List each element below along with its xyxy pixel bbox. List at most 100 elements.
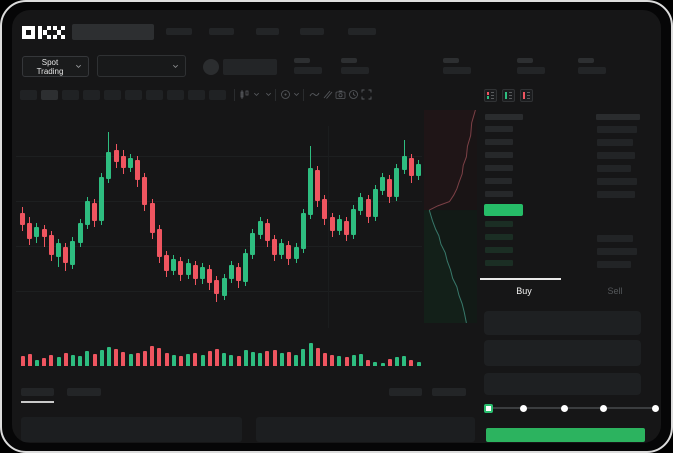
candle-body (56, 243, 61, 258)
volume-bar (366, 360, 371, 366)
bid-amount-skeleton (597, 235, 633, 242)
book-combined-icon[interactable] (484, 89, 497, 102)
candle-body (106, 152, 112, 179)
volume-bar (157, 347, 162, 366)
candle-style-icon[interactable] (240, 89, 251, 100)
candlestick-chart[interactable] (16, 126, 422, 328)
volume-bar (330, 354, 335, 366)
timeframe-button-5[interactable] (104, 90, 121, 100)
bottom-tab-history[interactable] (67, 388, 101, 396)
candle-body (351, 208, 357, 236)
slider-stop-75[interactable] (599, 404, 607, 412)
candle-body (34, 227, 40, 238)
timeframe-button-3[interactable] (62, 90, 79, 100)
ask-price-skeleton[interactable] (485, 178, 512, 184)
price-input-skeleton[interactable] (484, 311, 641, 335)
volume-bar (402, 356, 407, 366)
timeframe-button-10[interactable] (209, 90, 226, 100)
nav-item-2[interactable] (209, 28, 234, 35)
header-search-skeleton[interactable] (72, 24, 154, 40)
candle-body (41, 229, 47, 238)
candle-body (20, 212, 25, 225)
candle-body (372, 188, 378, 217)
bottom-tab-orders[interactable] (21, 388, 54, 396)
timeframe-button-2[interactable] (41, 90, 58, 100)
volume-bar (135, 353, 140, 366)
candle-body (394, 168, 400, 197)
bid-price-skeleton[interactable] (485, 234, 513, 240)
candle-body (279, 243, 285, 256)
volume-bar (42, 358, 47, 366)
stat-value-skeleton-4 (517, 67, 545, 74)
timeframe-button-6[interactable] (125, 90, 142, 100)
ask-amount-skeleton (597, 152, 635, 159)
candle-body (293, 247, 299, 260)
nav-item-5[interactable] (348, 28, 376, 35)
tab-buy[interactable]: Buy (516, 286, 532, 296)
depth-chart (424, 110, 477, 323)
amount-input-skeleton[interactable] (484, 340, 641, 366)
slider-stop-25[interactable] (519, 404, 527, 412)
slider-stop-50[interactable] (560, 404, 568, 412)
timeframe-button-1[interactable] (20, 90, 37, 100)
candle-body (92, 202, 97, 221)
slider-stop-100[interactable] (651, 404, 659, 412)
fullscreen-icon[interactable] (361, 89, 372, 100)
candle-body (329, 216, 335, 231)
camera-icon[interactable] (335, 89, 346, 100)
bid-price-skeleton[interactable] (485, 221, 513, 227)
total-input-skeleton[interactable] (484, 373, 641, 395)
amount-slider-track[interactable] (488, 407, 655, 409)
timeframe-button-4[interactable] (83, 90, 100, 100)
book-asks-icon[interactable] (520, 89, 533, 102)
candle-body (380, 176, 385, 191)
clock-icon[interactable] (348, 89, 359, 100)
indicator-chevron-icon[interactable] (293, 91, 300, 98)
ask-amount-skeleton (597, 178, 637, 185)
last-price-highlight[interactable] (484, 204, 523, 216)
bottom-action-2[interactable] (432, 388, 466, 396)
ask-price-skeleton[interactable] (485, 165, 513, 171)
indicator-icon[interactable] (280, 89, 291, 100)
pair-selector-dropdown[interactable] (97, 55, 186, 77)
nav-item-1[interactable] (166, 28, 192, 35)
line-tool-icon[interactable] (309, 89, 320, 100)
nav-item-4[interactable] (300, 28, 324, 35)
stat-label-skeleton-2 (341, 58, 357, 63)
draw-tool-icon[interactable] (322, 89, 333, 100)
candle-body (120, 156, 126, 169)
volume-bar (171, 354, 176, 366)
volume-bar (279, 353, 284, 366)
volume-bar (150, 345, 155, 366)
volume-bar (34, 359, 39, 366)
ask-price-skeleton[interactable] (485, 139, 513, 145)
bottom-panel-right (256, 417, 475, 442)
volume-bar (214, 349, 219, 366)
ask-price-skeleton[interactable] (485, 126, 513, 132)
tab-sell[interactable]: Sell (607, 286, 623, 296)
timeframe-button-7[interactable] (146, 90, 163, 100)
ask-price-skeleton[interactable] (485, 191, 513, 197)
candle-style-chevron-icon[interactable] (253, 91, 260, 98)
bottom-action-1[interactable] (389, 388, 422, 396)
book-bids-icon[interactable] (502, 89, 515, 102)
market-type-selector[interactable]: Spot Trading (22, 56, 89, 77)
slider-handle[interactable] (483, 403, 493, 413)
market-dropdown-chevron (76, 64, 81, 68)
volume-bar (99, 349, 104, 366)
candle-body (200, 267, 205, 280)
candle-body (308, 168, 313, 215)
ask-amount-skeleton (597, 165, 631, 172)
bid-price-skeleton[interactable] (485, 247, 513, 253)
pair-dropdown-chevron (173, 64, 178, 68)
volume-bar (236, 355, 241, 366)
ask-price-skeleton[interactable] (485, 152, 513, 158)
timeframe-button-9[interactable] (188, 90, 205, 100)
bid-price-skeleton[interactable] (485, 260, 513, 266)
candle-body (77, 223, 83, 244)
overlay-chevron-icon[interactable] (265, 91, 272, 98)
buy-submit-button[interactable] (486, 428, 645, 442)
nav-item-3[interactable] (256, 28, 279, 35)
timeframe-button-8[interactable] (167, 90, 184, 100)
